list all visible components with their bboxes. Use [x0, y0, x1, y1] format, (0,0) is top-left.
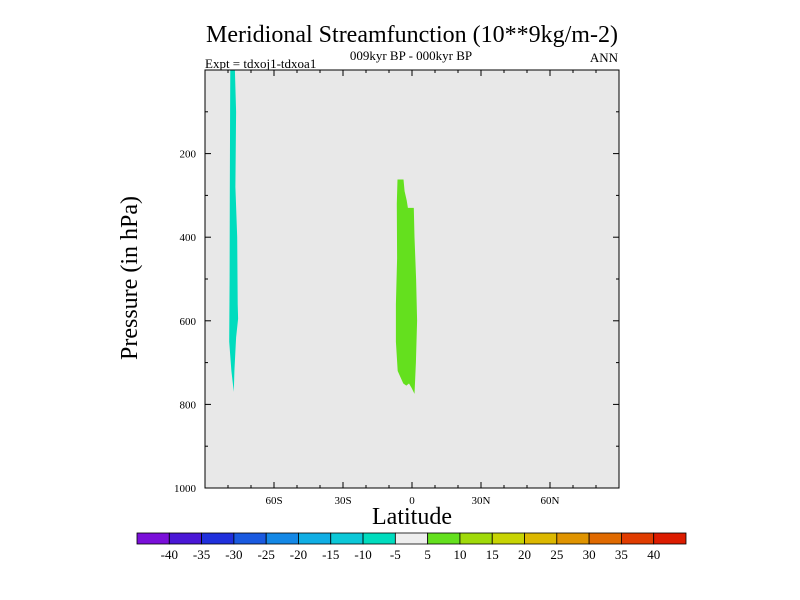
y-tick-label-1000: 1000	[174, 483, 197, 495]
y-tick-label-200: 200	[180, 149, 197, 161]
colorbar-label-neg40: -40	[161, 547, 178, 562]
y-tick-label-800: 800	[180, 399, 197, 411]
colorbar-swatch	[491, 532, 525, 545]
y-tick-label-400: 400	[180, 232, 197, 244]
x-tick-label-30s: 30S	[334, 495, 351, 507]
x-tick-label-0: 0	[409, 495, 415, 507]
colorbar-label-neg20: -20	[290, 547, 307, 562]
colorbar-label-25: 25	[550, 547, 563, 562]
season-label: ANN	[590, 50, 619, 65]
colorbar-label-neg30: -30	[225, 547, 242, 562]
colorbar-swatch	[394, 532, 429, 545]
colorbar-swatch	[588, 532, 622, 545]
colorbar-label-35: 35	[615, 547, 628, 562]
colorbar-swatch	[265, 532, 299, 545]
colorbar-swatch	[168, 532, 202, 545]
colorbar-swatch	[524, 532, 558, 545]
region-negative-cell-southern	[229, 70, 239, 392]
y-tick-label-600: 600	[180, 316, 197, 328]
colorbar-label-neg35: -35	[193, 547, 210, 562]
colorbar-swatch	[298, 532, 332, 545]
colorbar-label-30: 30	[583, 547, 596, 562]
chart-title: Meridional Streamfunction (10**9kg/m-2)	[206, 22, 618, 48]
chart-subtitle: 009kyr BP - 000kyr BP	[350, 48, 472, 63]
colorbar-label-neg5: -5	[390, 547, 401, 562]
colorbar	[136, 532, 687, 545]
tick-marks	[205, 70, 619, 488]
colorbar-swatch	[556, 532, 590, 545]
colorbar-label-neg15: -15	[322, 547, 339, 562]
colorbar-swatch	[459, 532, 493, 545]
region-positive-cell-equatorial	[395, 179, 418, 394]
colorbar-swatch	[427, 532, 461, 545]
colorbar-swatch	[653, 532, 687, 545]
x-axis-label: Latitude	[372, 504, 452, 530]
colorbar-label-15: 15	[486, 547, 499, 562]
colorbar-label-20: 20	[518, 547, 531, 562]
data-regions	[229, 70, 418, 394]
colorbar-swatch	[136, 532, 170, 545]
colorbar-labels: -40 -35 -30 -25 -20 -15 -10 -5 5 10 15 2…	[161, 547, 661, 562]
colorbar-swatch	[201, 532, 235, 545]
colorbar-swatch	[233, 532, 267, 545]
colorbar-label-5: 5	[424, 547, 431, 562]
x-tick-label-60s: 60S	[265, 495, 282, 507]
y-axis-label: Pressure (in hPa)	[117, 196, 143, 360]
colorbar-swatch	[621, 532, 655, 545]
colorbar-label-neg10: -10	[354, 547, 371, 562]
colorbar-label-40: 40	[647, 547, 660, 562]
colorbar-label-10: 10	[453, 547, 466, 562]
x-tick-label-60n: 60N	[541, 495, 560, 507]
experiment-label: Expt = tdxoj1-tdxoa1	[205, 56, 316, 71]
colorbar-swatch	[362, 532, 396, 545]
x-tick-label-30n: 30N	[472, 495, 491, 507]
colorbar-label-neg25: -25	[258, 547, 275, 562]
colorbar-swatch	[330, 532, 364, 545]
